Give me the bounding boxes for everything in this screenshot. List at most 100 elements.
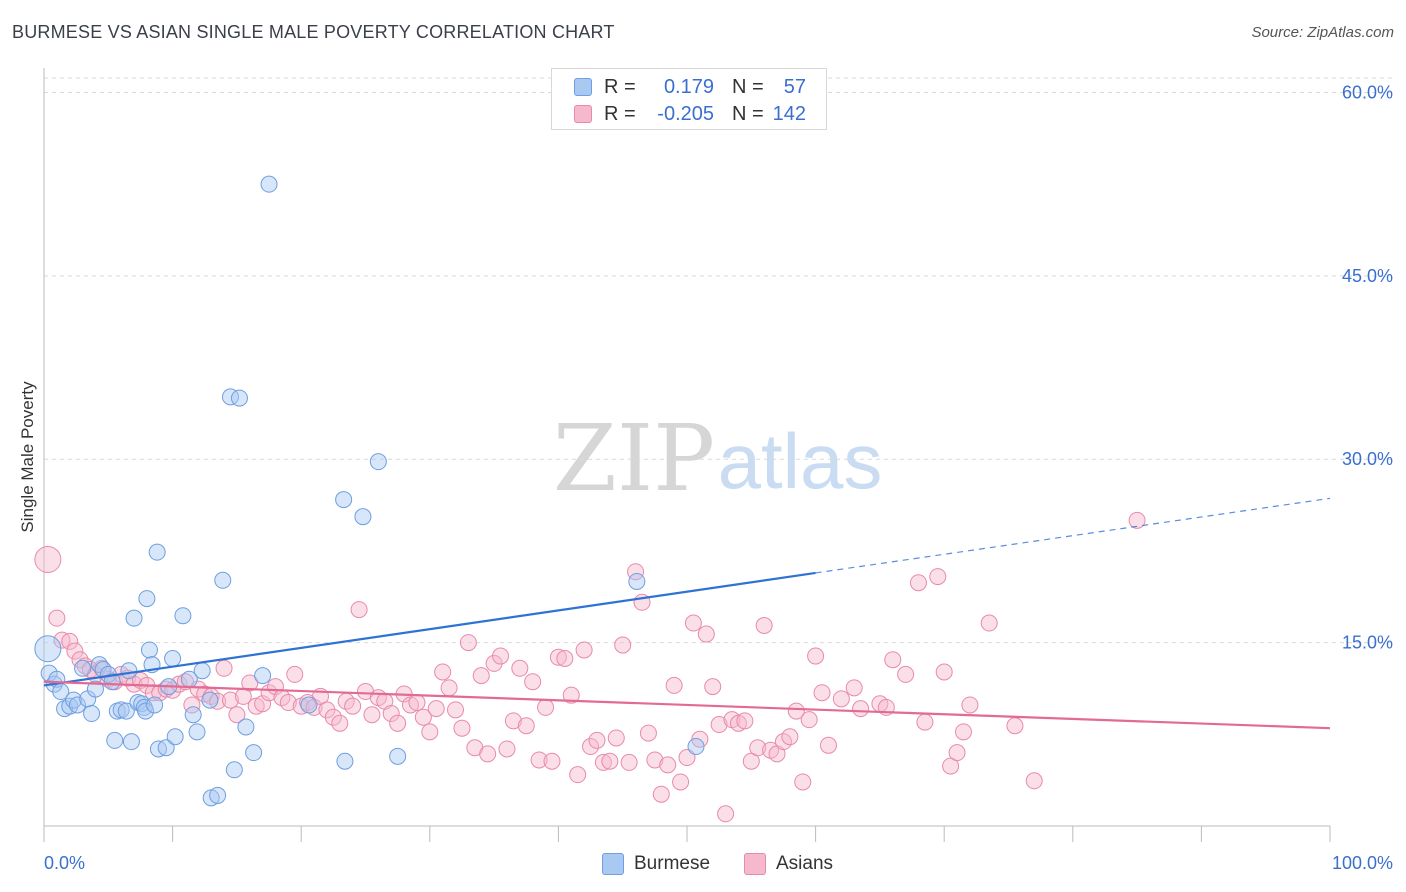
asian-point [408,694,426,712]
asian-point [434,663,452,681]
burmese-point [106,731,124,749]
asian-point [717,805,735,823]
asian-point [549,648,567,666]
asian-trend-line [43,680,1331,730]
asian-point [61,632,79,650]
asian-point [916,713,934,731]
axes [43,68,1331,842]
burmese-point [166,728,184,746]
correlation-legend: R = 0.179 N = 57 R = -0.205 N = 142 [551,68,827,130]
asian-point [781,728,799,746]
burmese-point [687,738,705,756]
burmese-point [125,609,143,627]
burmese-point [369,453,387,471]
asian-point [697,625,715,643]
burmese-point [140,641,158,659]
asian-point [485,654,503,672]
asian-point [749,739,767,757]
asian-point [530,751,548,769]
asian-point [672,773,690,791]
x-tick-label: 100.0% [1332,853,1393,873]
asian-point [556,650,574,668]
burmese-point [68,696,86,714]
asian-point [935,663,953,681]
asian-point [517,717,535,735]
legend-row-burmese: R = 0.179 N = 57 [574,74,806,100]
bottom-legend-burmese: Burmese [602,851,710,877]
asian-point [254,695,272,713]
asian-point [492,647,510,665]
asian-point [414,708,432,726]
asian-point [575,641,593,659]
burmese-n-value: 57 [783,75,806,98]
asian-point [221,691,239,709]
burmese-swatch [574,78,592,96]
burmese-point [214,571,232,589]
asian-point [241,674,259,692]
asian-point [350,601,368,619]
burmese-point [245,744,263,762]
burmese-point [164,650,182,668]
asian-point [48,609,66,627]
burmese-point [335,491,353,509]
asian-point [639,724,657,742]
asian-n-value: 142 [772,102,806,125]
asian-point [665,676,683,694]
asian-point [620,753,638,771]
tick-labels: 15.0% 30.0% 45.0% 60.0% 0.0% 100.0% [44,82,1393,873]
asian-point [318,701,336,719]
burmese-point [174,607,192,625]
asian-point [1025,772,1043,790]
burmese-point [117,702,135,720]
burmese-point [209,786,227,804]
trend-lines [43,497,1331,730]
asian-point [884,651,902,669]
burmese-point [103,673,121,691]
watermark-atlas: atlas [718,417,883,505]
burmese-point [237,718,255,736]
asian-point [427,700,445,718]
asian-point [440,679,458,697]
burmese-point [138,590,156,608]
asian-point [582,738,600,756]
asian-legend-swatch [744,853,766,875]
asian-point [607,729,625,747]
asian-point [382,705,400,723]
asian-point [1128,511,1146,529]
asian-point [800,711,818,729]
burmese-point [148,543,166,561]
asian-point [504,712,522,730]
burmese-point [120,662,138,680]
asian-point [331,714,349,732]
asian-point [421,723,439,741]
asian-point [286,665,304,683]
asian-point [652,785,670,803]
legend-r-label: R = [604,102,636,125]
asian-point [594,753,612,771]
asian-point [511,659,529,677]
asian-point [704,678,722,696]
legend-n-label: N = [732,102,764,125]
asian-point [832,690,850,708]
asian-point [954,723,972,741]
asian-point [929,568,947,586]
asian-point [479,745,497,763]
asian-point [363,706,381,724]
legend-r-label: R = [604,75,636,98]
asian-point [787,702,805,720]
asian-point [755,616,773,634]
asian-point [845,679,863,697]
asian-point [678,749,696,767]
watermark: ZIP atlas [553,405,882,512]
gridlines [44,77,1392,644]
source-label: Source: ZipAtlas.com [1251,24,1394,41]
burmese-point [221,388,239,406]
burmese-point [146,696,164,714]
asian-point [569,766,587,784]
asian-point [852,700,870,718]
burmese-point [122,733,140,751]
y-tick-label: 60.0% [1342,82,1393,102]
asian-point [659,756,677,774]
burmese-point [157,739,175,757]
